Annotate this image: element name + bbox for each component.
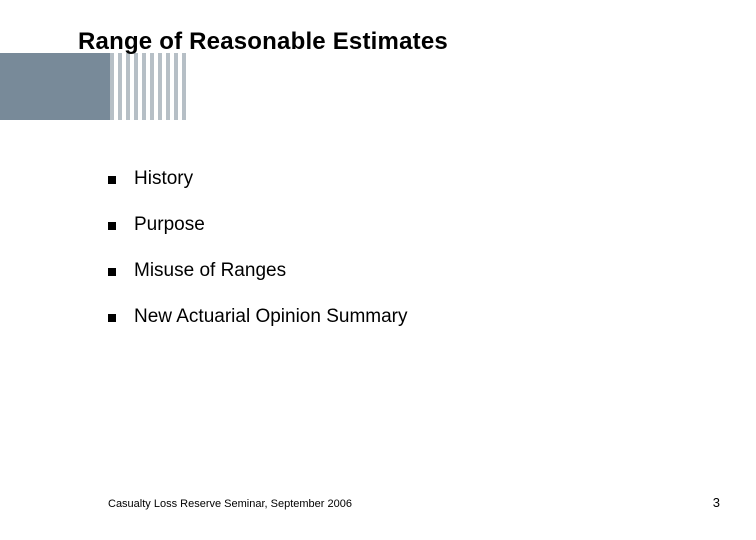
list-item: Misuse of Ranges — [108, 260, 696, 282]
bullet-marker-icon — [108, 268, 116, 276]
list-item: Purpose — [108, 214, 696, 236]
footer-text: Casualty Loss Reserve Seminar, September… — [108, 498, 352, 510]
list-item-label: New Actuarial Opinion Summary — [134, 306, 408, 328]
list-item-label: History — [134, 168, 193, 190]
slide: Range of Reasonable Estimates History Pu… — [0, 0, 756, 540]
list-item-label: Misuse of Ranges — [134, 260, 286, 282]
list-item-label: Purpose — [134, 214, 205, 236]
bullet-marker-icon — [108, 176, 116, 184]
slide-title: Range of Reasonable Estimates — [78, 28, 448, 56]
list-item: New Actuarial Opinion Summary — [108, 306, 696, 328]
bullet-list: History Purpose Misuse of Ranges New Act… — [108, 168, 696, 352]
page-number: 3 — [713, 495, 720, 510]
list-item: History — [108, 168, 696, 190]
decor-graphic — [0, 0, 200, 120]
bullet-marker-icon — [108, 222, 116, 230]
bullet-marker-icon — [108, 314, 116, 322]
